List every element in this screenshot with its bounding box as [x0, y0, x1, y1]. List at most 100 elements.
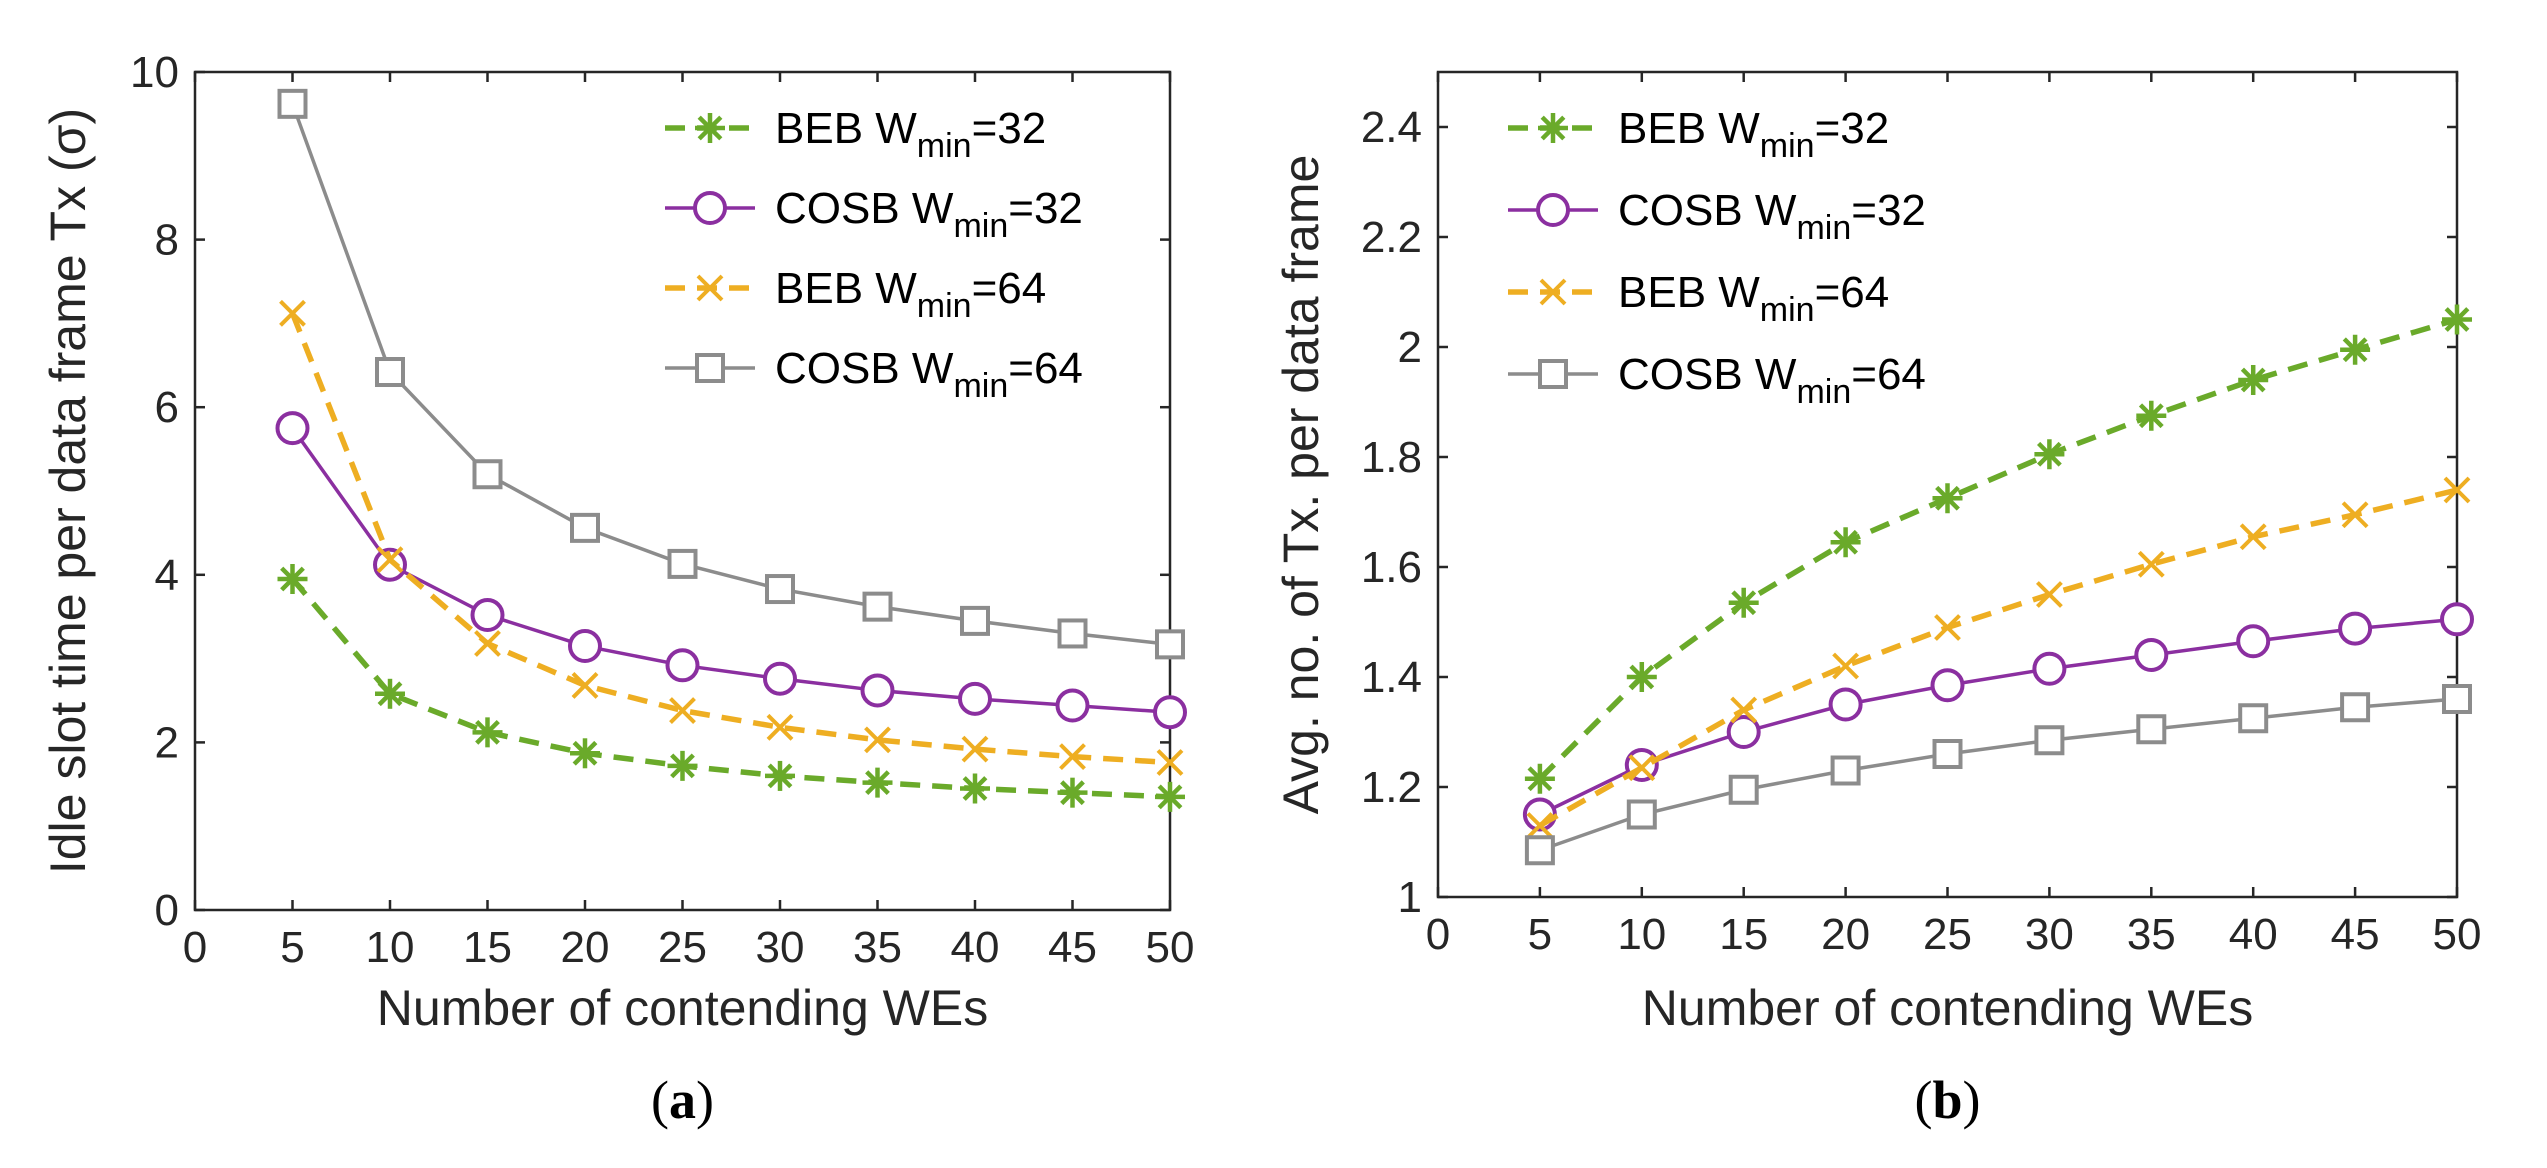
data-point [1524, 835, 1555, 866]
data-point [860, 673, 895, 708]
legend-marker [695, 113, 725, 143]
y-tick-label: 1.6 [1361, 543, 1422, 592]
data-point [1934, 614, 1961, 641]
data-point [277, 88, 308, 119]
data-point [1832, 652, 1860, 680]
series-line [290, 577, 1171, 800]
series-3 [1524, 684, 2472, 866]
legend-marker [696, 274, 724, 302]
data-point [1728, 774, 1759, 805]
legend-marker [1538, 359, 1568, 389]
data-point [1524, 763, 1555, 794]
data-point [766, 713, 794, 741]
legend-marker [1536, 193, 1570, 227]
data-point [2238, 365, 2269, 395]
data-point [2239, 523, 2267, 551]
data-point [1830, 755, 1861, 786]
data-point [1055, 688, 1090, 723]
data-point [669, 697, 696, 724]
data-point [2236, 624, 2271, 659]
data-point [862, 591, 893, 622]
legend-label: BEB Wmin=32 [1618, 104, 1889, 165]
x-tick-label: 35 [853, 923, 902, 972]
legend-label: COSB Wmin=32 [775, 184, 1083, 245]
data-point [2136, 714, 2167, 745]
data-point [2443, 476, 2471, 504]
data-point [864, 726, 891, 754]
y-tick-label: 2.4 [1361, 103, 1422, 152]
data-point [2440, 602, 2474, 637]
data-point [765, 574, 795, 605]
x-tick-label: 50 [1146, 923, 1195, 972]
data-point [570, 738, 600, 769]
x-tick-label: 25 [658, 923, 707, 972]
data-point [2340, 692, 2371, 723]
data-point [2341, 501, 2369, 529]
data-point [2134, 638, 2169, 672]
data-point [1626, 662, 1657, 692]
data-point [2032, 651, 2067, 686]
x-tick-label: 15 [463, 923, 512, 972]
x-tick-label: 40 [951, 923, 1000, 972]
data-point [376, 546, 404, 574]
x-tick-label: 45 [1048, 923, 1097, 972]
data-point [470, 598, 505, 633]
y-tick-label: 8 [155, 216, 179, 265]
series-0 [277, 563, 1185, 812]
x-axis-label: Number of contending WEs [1642, 980, 2253, 1036]
data-point [2238, 703, 2269, 734]
data-point [1830, 527, 1861, 558]
chart-panel-a: 0 5 10 15 20 25 30 35 40 45 50 0 2 4 6 8 10 Number of con… [40, 48, 1194, 1130]
data-point [960, 605, 990, 636]
x-tick-label: 25 [1923, 910, 1972, 959]
data-point [2442, 304, 2472, 335]
x-tick-label: 40 [2229, 910, 2278, 959]
series-line [1538, 487, 2458, 828]
data-point [2035, 581, 2063, 608]
data-point [1728, 587, 1759, 618]
y-tick-label: 6 [155, 383, 179, 432]
x-tick-label: 0 [1426, 910, 1450, 959]
x-tick-label: 50 [2433, 910, 2482, 959]
data-point [570, 512, 600, 543]
data-point [2338, 611, 2373, 646]
data-point [1059, 743, 1086, 771]
data-point [1930, 668, 1965, 703]
data-point [474, 630, 501, 657]
legend-marker [1538, 113, 1568, 143]
data-point [2136, 400, 2167, 431]
data-point [1057, 777, 1088, 808]
x-tick-label: 5 [280, 923, 304, 972]
data-point [275, 411, 310, 446]
y-tick-label: 2.2 [1361, 213, 1422, 262]
x-tick-label: 35 [2127, 910, 2176, 959]
legend-marker [695, 353, 725, 383]
data-point [277, 563, 308, 594]
x-axis-label: Number of contending WEs [377, 980, 988, 1036]
y-axis-label: Avg. no. of Tx. per data frame [1273, 155, 1329, 815]
data-point [1626, 799, 1657, 830]
y-tick-label: 0 [155, 886, 179, 935]
x-tick-label: 30 [2025, 910, 2074, 959]
series-3 [277, 88, 1185, 660]
data-point [375, 678, 405, 709]
data-point [571, 672, 599, 699]
x-tick-label: 5 [1528, 910, 1552, 959]
data-point [958, 681, 992, 716]
data-point [1153, 695, 1187, 730]
y-tick-label: 1.8 [1361, 433, 1422, 482]
data-point [1726, 715, 1761, 749]
legend-label: COSB Wmin=64 [1618, 350, 1926, 411]
x-tick-label: 10 [1617, 910, 1666, 959]
data-point [472, 717, 503, 748]
series-line [1539, 697, 2458, 852]
data-point [1730, 696, 1758, 724]
data-point [1156, 749, 1184, 776]
data-point [1155, 781, 1185, 812]
series-2 [1526, 476, 2471, 839]
data-point [765, 760, 795, 791]
x-tick-label: 45 [2331, 910, 2380, 959]
data-point [1932, 483, 1963, 514]
series-0 [1524, 304, 2472, 794]
x-tick-label: 10 [366, 923, 415, 972]
